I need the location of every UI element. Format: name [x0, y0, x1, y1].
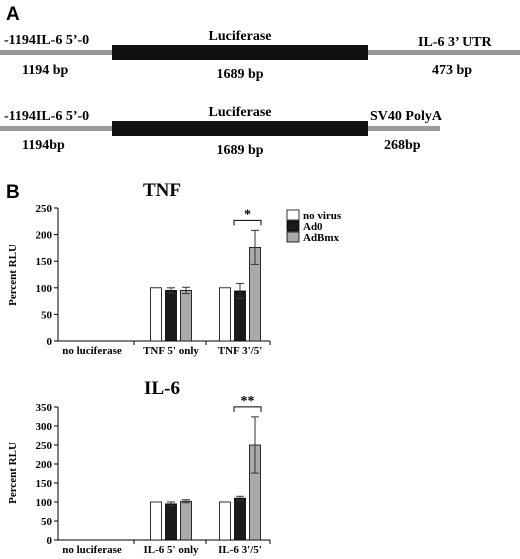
construct-2-left-size: 1194bp	[22, 138, 65, 153]
legend-swatch-adbmx	[286, 231, 300, 243]
tnf-y-tick-label: 50	[41, 309, 53, 321]
tnf-chart: TNF Percent RLU 0 50 100 150 200 250 no lucifera…	[7, 180, 271, 357]
tnf-bar-no-virus	[150, 287, 162, 342]
tnf-category-label: TNF 3'/5'	[218, 345, 263, 357]
il6-category-label: no luciferase	[62, 544, 122, 556]
legend-swatch-ad0	[286, 220, 300, 232]
construct-2-right-label: SV40 PolyA	[370, 109, 443, 124]
il6-chart-title: IL-6	[144, 378, 180, 399]
construct-1-right-line	[368, 50, 520, 55]
tnf-bar-adbmx	[180, 290, 192, 342]
il6-y-tick-label: 250	[36, 440, 53, 452]
construct-1-luciferase-box	[112, 45, 368, 60]
tnf-bar-no-virus	[219, 287, 231, 342]
tnf-significance-label: *	[244, 207, 251, 222]
tnf-significance-bracket	[233, 219, 262, 226]
construct-1-right-label: IL-6 3’ UTR	[418, 35, 493, 50]
il6-bar-no-virus	[150, 501, 162, 541]
tnf-y-tick-label: 250	[36, 203, 53, 215]
il6-significance-label: **	[241, 394, 255, 409]
construct-1: -1194IL-6 5’-0 1194 bp Luciferase 1689 b…	[0, 29, 520, 82]
il6-bar-ad0	[234, 497, 246, 541]
construct-1-left-size: 1194 bp	[22, 63, 69, 78]
il6-bar-no-virus	[219, 501, 231, 541]
il6-y-tick-label: 100	[36, 497, 53, 509]
tnf-y-tick-label: 150	[36, 256, 53, 268]
il6-y-tick-label: 300	[36, 421, 53, 433]
construct-2-right-line	[368, 126, 440, 131]
construct-1-right-size: 473 bp	[432, 63, 472, 78]
il6-chart: IL-6 Percent RLU 0 50 100 150 200 250 300 350 no l…	[7, 378, 271, 556]
construct-1-mid-label: Luciferase	[209, 29, 272, 44]
il6-y-tick-label: 150	[36, 478, 53, 490]
il6-bar-ad0	[165, 503, 177, 541]
panel-b-letter: B	[6, 182, 20, 203]
legend-label-no-virus: no virus	[303, 210, 342, 222]
il6-significance-bracket	[233, 406, 262, 412]
il6-y-tick-label: 0	[47, 535, 53, 547]
construct-1-left-label: -1194IL-6 5’-0	[4, 33, 89, 48]
construct-2-mid-size: 1689 bp	[216, 143, 263, 158]
legend-label-ad0: Ad0	[303, 221, 323, 233]
tnf-bar-ad0	[165, 290, 177, 342]
construct-1-left-line	[0, 50, 112, 55]
construct-2-left-line	[0, 126, 112, 131]
construct-2-luciferase-box	[112, 121, 368, 136]
tnf-y-axis-label: Percent RLU	[7, 244, 19, 306]
legend-swatch-no-virus	[286, 209, 300, 221]
construct-2-right-size: 268bp	[384, 138, 421, 153]
il6-category-label: IL-6 3'/5'	[218, 544, 262, 556]
legend-label-adbmx: AdBmx	[303, 232, 340, 244]
il6-bar-adbmx	[180, 500, 192, 541]
tnf-category-label: no luciferase	[62, 345, 122, 357]
il6-y-tick-label: 200	[36, 459, 53, 471]
construct-1-mid-size: 1689 bp	[216, 67, 263, 82]
il6-category-label: IL-6 5' only	[143, 544, 199, 556]
tnf-category-label: TNF 5' only	[143, 345, 199, 357]
panel-a-letter: A	[6, 4, 20, 25]
il6-y-tick-label: 50	[41, 516, 53, 528]
construct-2: -1194IL-6 5’-0 1194bp Luciferase 1689 bp…	[0, 105, 443, 158]
tnf-chart-title: TNF	[143, 180, 181, 201]
tnf-y-tick-label: 200	[36, 230, 53, 242]
tnf-y-tick-label: 100	[36, 283, 53, 295]
construct-2-mid-label: Luciferase	[209, 105, 272, 120]
tnf-y-tick-label: 0	[47, 336, 53, 348]
il6-y-tick-label: 350	[36, 402, 53, 414]
il6-y-axis-label: Percent RLU	[7, 442, 19, 504]
construct-2-left-label: -1194IL-6 5’-0	[4, 109, 89, 124]
